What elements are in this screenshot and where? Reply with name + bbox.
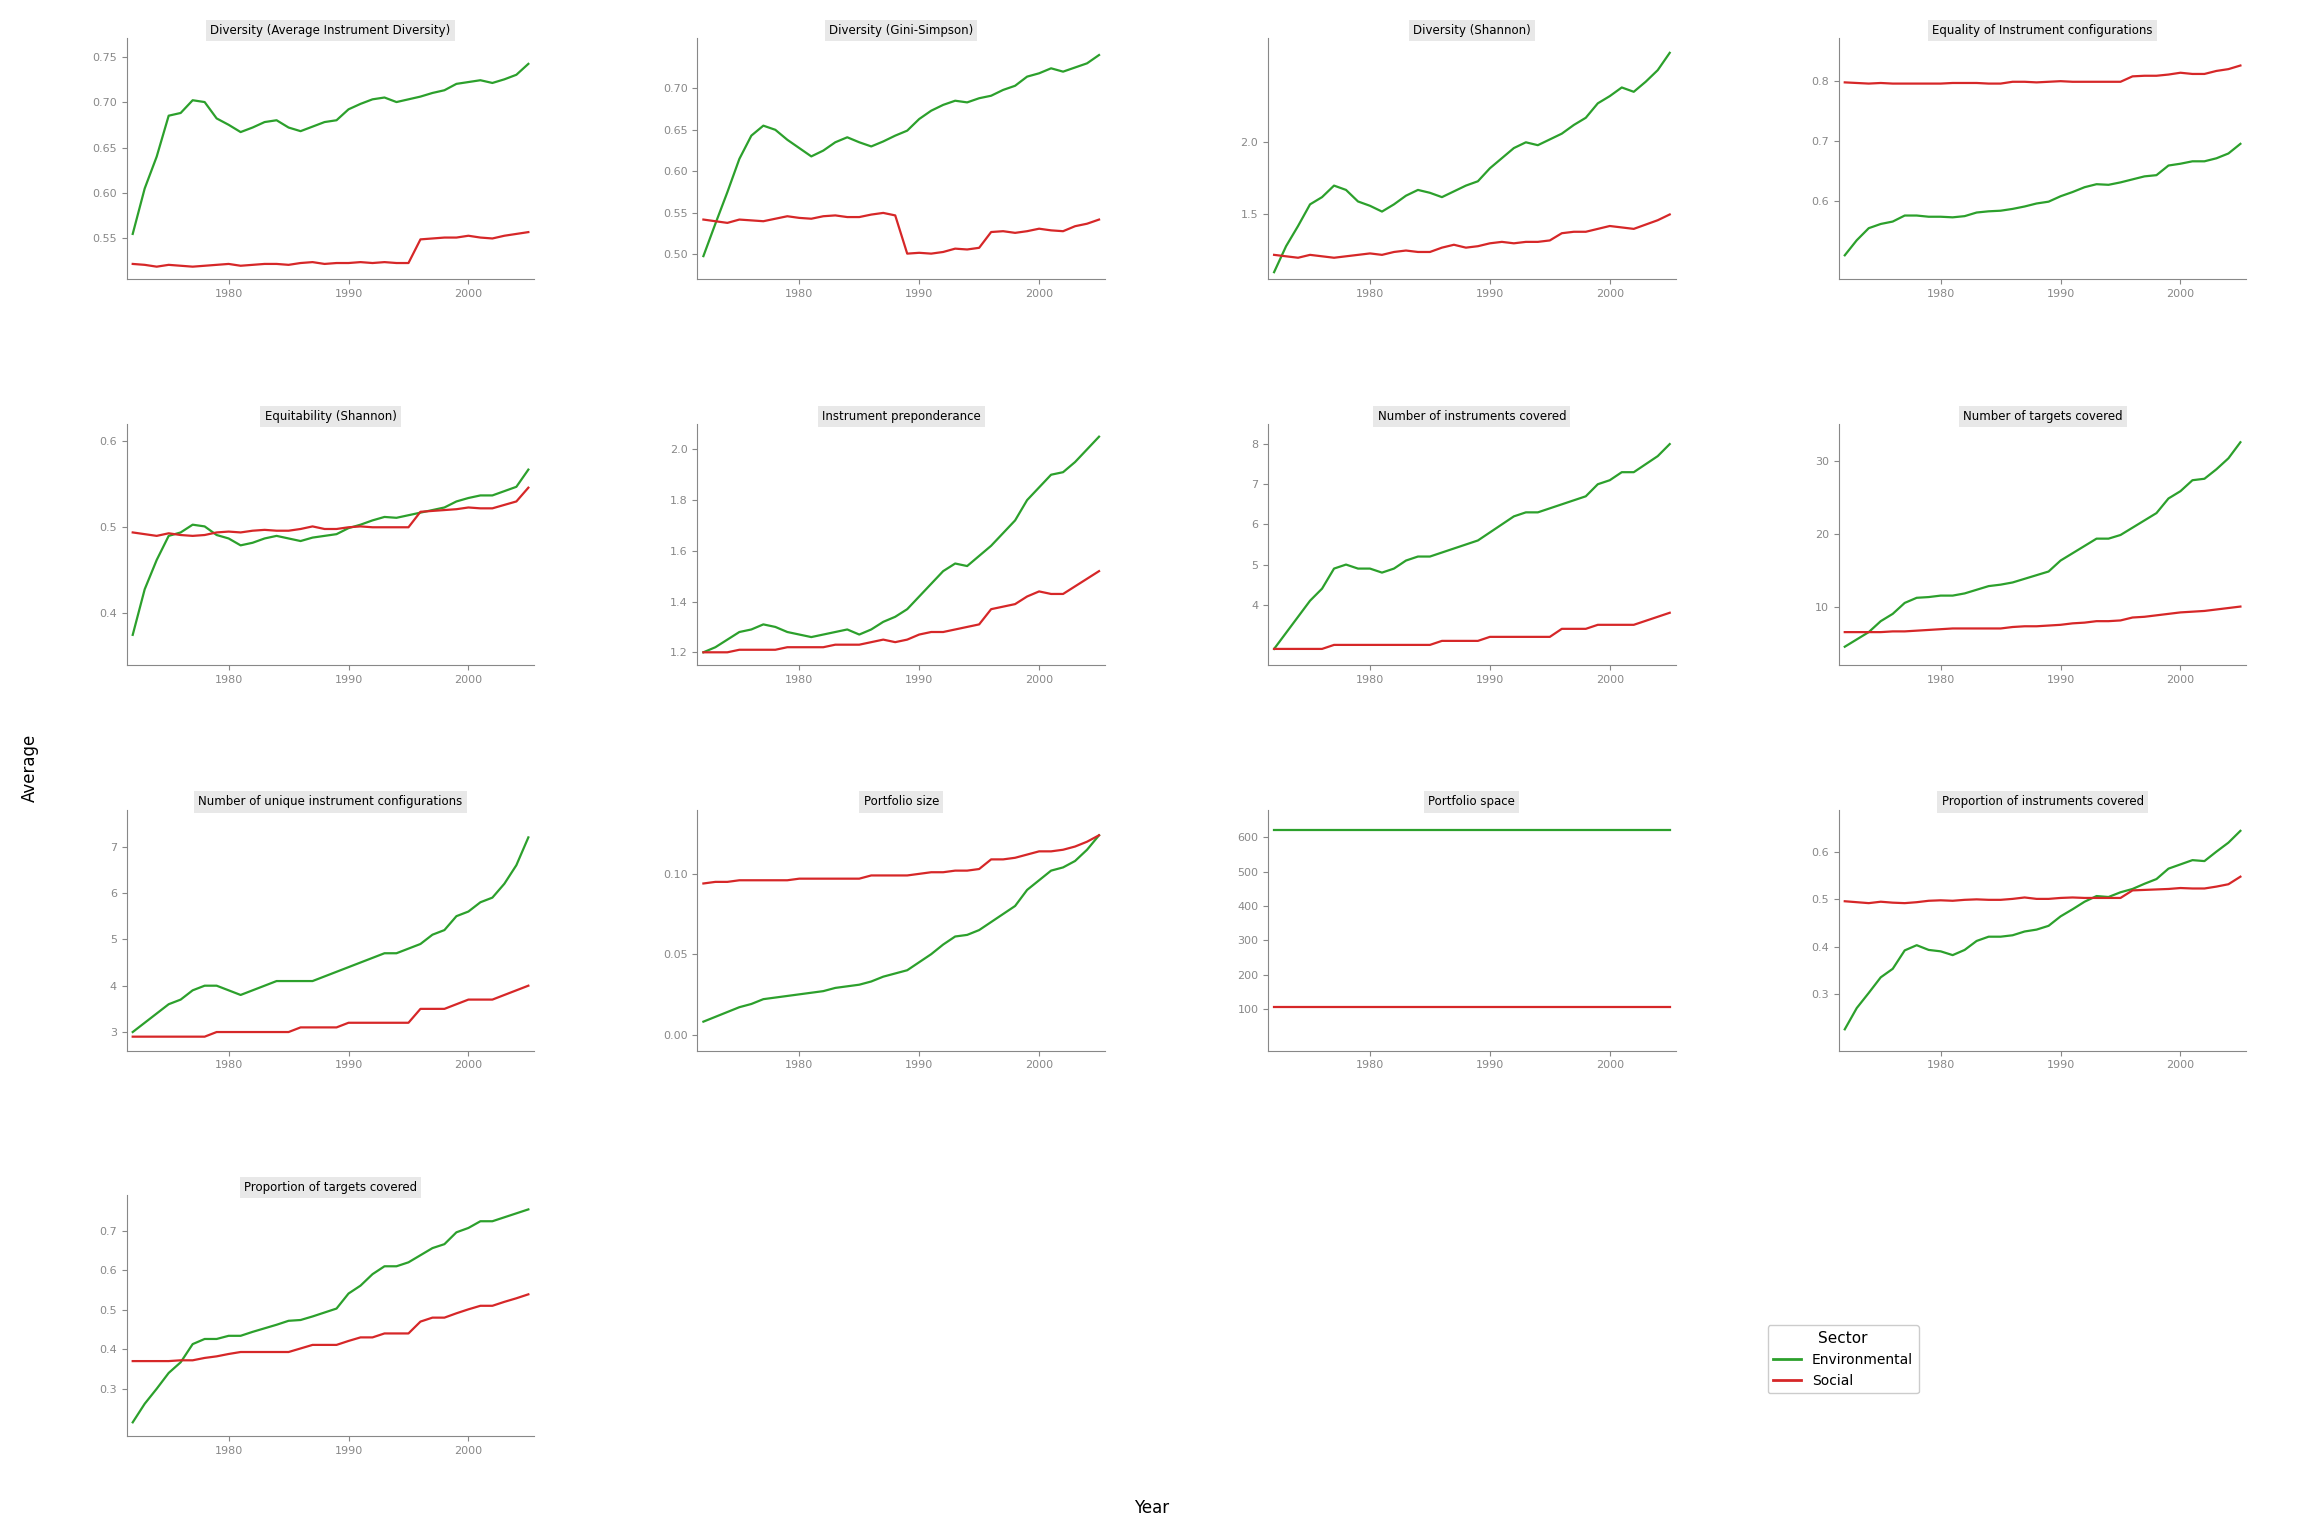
Title: Diversity (Gini-Simpson): Diversity (Gini-Simpson)	[829, 25, 972, 37]
Title: Number of unique instrument configurations: Number of unique instrument configuratio…	[198, 796, 463, 808]
Title: Diversity (Shannon): Diversity (Shannon)	[1412, 25, 1530, 37]
Legend: Environmental, Social: Environmental, Social	[1767, 1326, 1919, 1393]
Title: Number of targets covered: Number of targets covered	[1963, 410, 2122, 422]
Title: Number of instruments covered: Number of instruments covered	[1378, 410, 1567, 422]
Title: Equality of Instrument configurations: Equality of Instrument configurations	[1933, 25, 2152, 37]
Text: Average: Average	[21, 734, 39, 802]
Text: Year: Year	[1134, 1499, 1170, 1518]
Title: Proportion of instruments covered: Proportion of instruments covered	[1942, 796, 2143, 808]
Title: Diversity (Average Instrument Diversity): Diversity (Average Instrument Diversity)	[210, 25, 452, 37]
Title: Portfolio size: Portfolio size	[864, 796, 940, 808]
Title: Equitability (Shannon): Equitability (Shannon)	[265, 410, 396, 422]
Title: Proportion of targets covered: Proportion of targets covered	[244, 1181, 417, 1193]
Title: Portfolio space: Portfolio space	[1428, 796, 1516, 808]
Title: Instrument preponderance: Instrument preponderance	[823, 410, 982, 422]
